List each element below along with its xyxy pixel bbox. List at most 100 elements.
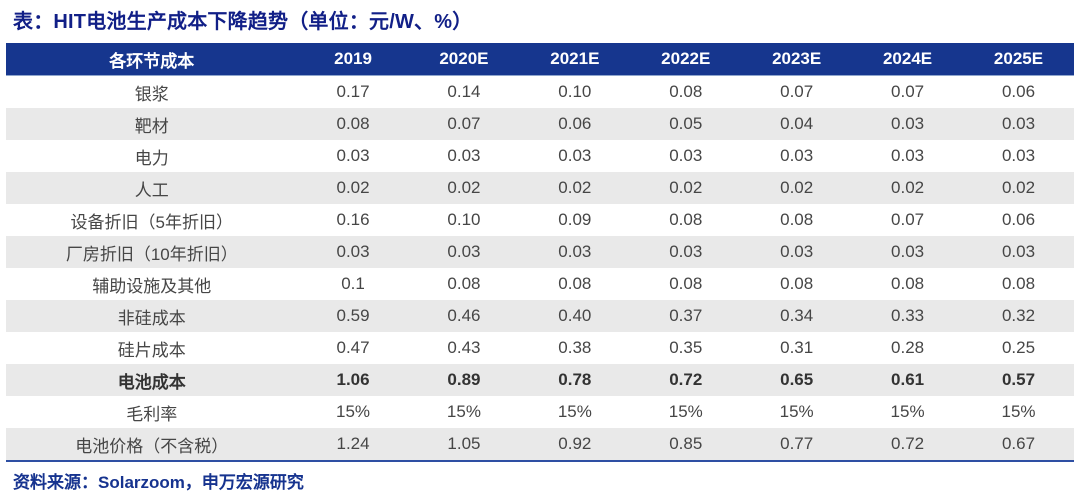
table-title: 表：HIT电池生产成本下降趋势（单位：元/W、%） [13,11,473,33]
value-cell: 0.06 [1001,82,1036,101]
value-cell: 0.10 [447,210,481,229]
value-cell: 0.32 [1001,306,1036,325]
value-cell: 0.02 [891,178,925,197]
value-cell: 0.72 [669,370,703,389]
value-cell: 0.28 [891,338,925,357]
value-cell: 0.03 [780,146,814,165]
value-cell: 0.03 [447,242,481,261]
value-cell: 0.03 [558,146,592,165]
value-cell: 0.03 [891,242,925,261]
value-cell: 0.77 [741,428,853,462]
table-row: 厂房折旧（10年折旧） 0.03 0.03 0.03 0.03 0.03 0.03 0.03 [6,236,1074,268]
table-row: 非硅成本 0.59 0.46 0.40 0.37 0.34 0.33 0.32 [6,300,1074,332]
value-cell: 15% [779,402,814,421]
row-label: 硅片成本 [117,340,186,360]
value-cell: 0.08 [447,274,481,293]
value-cell: 0.07 [891,210,925,229]
table-row: 电力 0.03 0.03 0.03 0.03 0.03 0.03 0.03 [6,140,1074,172]
value-cell: 0.65 [780,370,814,389]
table-row: 电池价格（不含税） 1.24 1.05 0.92 0.85 0.77 0.72 0.67 [6,428,1074,462]
row-label: 非硅成本 [117,308,186,328]
row-label: 靶材 [134,116,169,136]
value-cell: 0.03 [558,242,592,261]
value-cell: 15% [668,402,703,421]
value-cell: 0.33 [891,306,925,325]
value-cell: 0.03 [891,146,925,165]
value-cell: 0.08 [780,210,814,229]
value-cell: 0.16 [336,210,370,229]
value-cell: 0.02 [669,178,703,197]
row-label: 银浆 [134,84,169,104]
row-label: 设备折旧（5年折旧） [70,212,234,232]
value-cell: 0.47 [336,338,370,357]
value-cell: 0.02 [336,178,370,197]
value-cell: 1.06 [336,370,370,389]
value-cell: 0.43 [447,338,481,357]
value-cell: 0.37 [669,306,703,325]
value-cell: 15% [336,402,371,421]
value-cell: 0.09 [558,210,592,229]
table-row: 硅片成本 0.47 0.43 0.38 0.35 0.31 0.28 0.25 [6,332,1074,364]
value-cell: 0.02 [780,178,814,197]
value-cell: 0.61 [891,370,925,389]
value-cell: 0.03 [447,146,481,165]
value-cell: 0.34 [780,306,814,325]
value-cell: 0.05 [669,114,703,133]
header-cell: 2021E [519,43,631,76]
value-cell: 1.24 [297,428,409,462]
value-cell: 0.03 [669,146,703,165]
table-row: 靶材 0.08 0.07 0.06 0.05 0.04 0.03 0.03 [6,108,1074,140]
table-row: 设备折旧（5年折旧） 0.16 0.10 0.09 0.08 0.08 0.07 0.06 [6,204,1074,236]
value-cell: 0.07 [780,82,814,101]
value-cell: 0.59 [336,306,370,325]
value-cell: 0.89 [447,370,481,389]
table-body: 银浆 0.17 0.14 0.10 0.08 0.07 0.07 0.06 靶材 0.08 0.07… [6,76,1074,462]
value-cell: 0.07 [447,114,481,133]
table-row: 人工 0.02 0.02 0.02 0.02 0.02 0.02 0.02 [6,172,1074,204]
row-label: 电力 [134,148,169,168]
value-cell: 0.02 [1001,178,1036,197]
value-cell: 0.06 [1001,210,1036,229]
value-cell: 0.1 [341,274,365,293]
value-cell: 0.78 [558,370,592,389]
value-cell: 0.40 [558,306,592,325]
header-cell: 2024E [852,43,964,76]
header-cell: 2025E [963,43,1074,76]
value-cell: 0.03 [669,242,703,261]
value-cell: 15% [557,402,592,421]
value-cell: 15% [446,402,481,421]
value-cell: 15% [1001,402,1036,421]
value-cell: 0.38 [558,338,592,357]
value-cell: 0.08 [336,114,370,133]
header-cell: 2020E [408,43,520,76]
value-cell: 1.05 [408,428,520,462]
value-cell: 0.03 [1001,146,1036,165]
row-label: 厂房折旧（10年折旧） [65,244,238,264]
header-cell: 2019 [297,43,409,76]
value-cell: 0.35 [669,338,703,357]
value-cell: 0.67 [963,428,1074,462]
value-cell: 15% [890,402,925,421]
value-cell: 0.08 [558,274,592,293]
row-label: 辅助设施及其他 [92,276,212,296]
value-cell: 0.03 [891,114,925,133]
table-header: 各环节成本 2019 2020E 2021E 2022E 2023E 2024E 2025E [6,43,1074,76]
value-cell: 0.08 [780,274,814,293]
value-cell: 0.08 [669,274,703,293]
value-cell: 0.03 [336,146,370,165]
row-label: 人工 [134,180,169,200]
row-label: 电池成本 [117,372,186,392]
header-cell: 2022E [630,43,742,76]
table-row: 电池成本 1.06 0.89 0.78 0.72 0.65 0.61 0.57 [6,364,1074,396]
value-cell: 0.08 [669,210,703,229]
value-cell: 0.08 [669,82,703,101]
value-cell: 0.02 [447,178,481,197]
value-cell: 0.57 [1001,370,1036,389]
value-cell: 0.31 [780,338,814,357]
value-cell: 0.85 [630,428,742,462]
source-note: 资料来源：Solarzoom，申万宏源研究 [13,473,304,492]
value-cell: 0.02 [558,178,592,197]
value-cell: 0.03 [780,242,814,261]
table-row: 毛利率 15% 15% 15% 15% 15% 15% 15% [6,396,1074,428]
